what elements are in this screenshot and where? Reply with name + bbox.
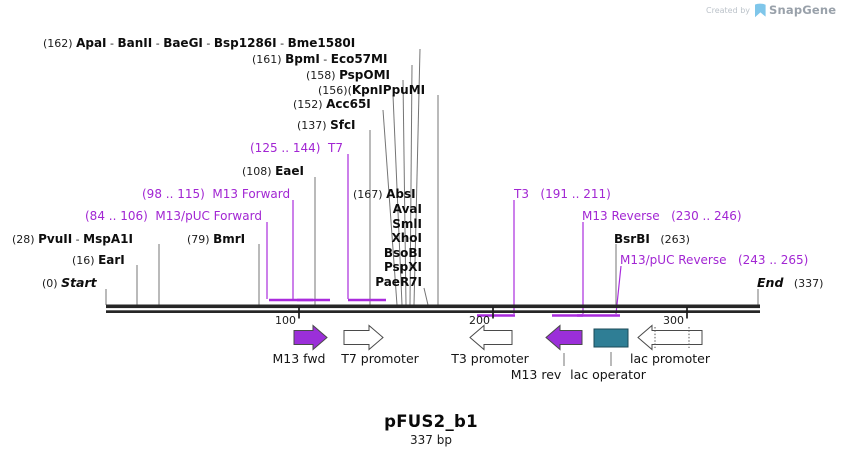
site-label-bpmi-group[interactable]: (161) BpmI - Eco57MI (252, 52, 388, 67)
sequence-line-top (106, 304, 760, 309)
ruler-label-200: 200 (469, 314, 490, 327)
site-label-smli[interactable]: SmlI (392, 217, 422, 231)
ruler-label-100: 100 (275, 314, 296, 327)
map-title-block: pFUS2_b1 337 bp (384, 412, 478, 447)
site-label-acc65i[interactable]: (152) Acc65I (293, 97, 371, 112)
lac-operator-label[interactable]: lac operator (570, 367, 646, 382)
t3-promoter-arrow[interactable] (469, 324, 513, 351)
t3-promoter-label[interactable]: T3 promoter (451, 351, 529, 366)
pspomi-leader (402, 79, 407, 306)
snapgene-logo-icon (755, 3, 766, 17)
plasmid-name: pFUS2_b1 (384, 412, 478, 431)
site-label-pvuii-mspa1i[interactable]: (28) PvuII - MspA1I (12, 232, 133, 247)
site-label-t3-primer-label[interactable]: T3 (191 .. 211) (514, 187, 611, 201)
site-label-absi-group[interactable]: (167) AbsI (353, 187, 416, 202)
lac-promoter-arrow[interactable] (637, 324, 703, 351)
apai-leader (413, 48, 421, 306)
site-label-avai[interactable]: AvaI (392, 202, 422, 216)
acc65i-leader (382, 109, 398, 306)
ruler-label-300: 300 (663, 314, 684, 327)
m13-fwd-arrow[interactable] (293, 324, 328, 351)
site-label-eaei[interactable]: (108) EaeI (242, 164, 304, 179)
site-label-bsrbi[interactable]: BsrBI (263) (614, 232, 690, 247)
watermark-created-by: Created by (706, 5, 751, 15)
site-label-bsobi[interactable]: BsoBI (383, 246, 422, 260)
site-label-bmri[interactable]: (79) BmrI (187, 232, 246, 247)
site-label-m13-forward-primer-label[interactable]: (98 .. 115) M13 Forward (142, 187, 291, 201)
site-label-pspomi[interactable]: (158) PspOMI (306, 68, 391, 83)
sequence-line-bottom (106, 310, 760, 313)
site-label-m13-puc-forward-primer-label[interactable]: (84 .. 106) M13/pUC Forward (85, 209, 262, 223)
m13-rev-arrow[interactable] (545, 324, 583, 351)
plasmid-length: 337 bp (410, 433, 452, 447)
site-label-end-label[interactable]: End (337) (757, 275, 824, 290)
watermark: Created by SnapGene (706, 2, 836, 18)
site-label-eari[interactable]: (16) EarI (72, 253, 125, 268)
lac-promoter-label[interactable]: lac promoter (630, 351, 710, 366)
site-label-start-label[interactable]: (0) Start (42, 275, 97, 290)
site-label-m13-puc-reverse-primer-label[interactable]: M13/pUC Reverse (243 .. 265) (620, 253, 809, 267)
site-label-xhoi[interactable]: XhoI (391, 231, 422, 245)
site-label-pspxi[interactable]: PspXI (383, 260, 422, 274)
m13-rev-label[interactable]: M13 rev (510, 367, 562, 382)
site-label-paer7i[interactable]: PaeR7I (375, 275, 422, 289)
watermark-brand: SnapGene (769, 3, 837, 17)
site-label-sfci[interactable]: (137) SfcI (297, 118, 356, 133)
t7-promoter-arrow[interactable] (343, 324, 384, 351)
site-label-t7-primer-label[interactable]: (125 .. 144) T7 (250, 141, 344, 155)
m13-fwd-label[interactable]: M13 fwd (272, 351, 326, 366)
absi-leader (423, 287, 429, 306)
site-label-kpni-ppumi-overlap[interactable]: (156)(KpnIPpuMI (318, 83, 426, 98)
site-label-apai-group[interactable]: (162) ApaI - BanII - BaeGI - Bsp1286I - … (43, 36, 356, 51)
site-label-m13-reverse-primer-label[interactable]: M13 Reverse (230 .. 246) (582, 209, 742, 223)
bpmi-leader (409, 64, 413, 306)
kpni-leader (392, 94, 403, 306)
lac-operator-box[interactable] (593, 328, 629, 348)
t7-promoter-label[interactable]: T7 promoter (341, 351, 419, 366)
